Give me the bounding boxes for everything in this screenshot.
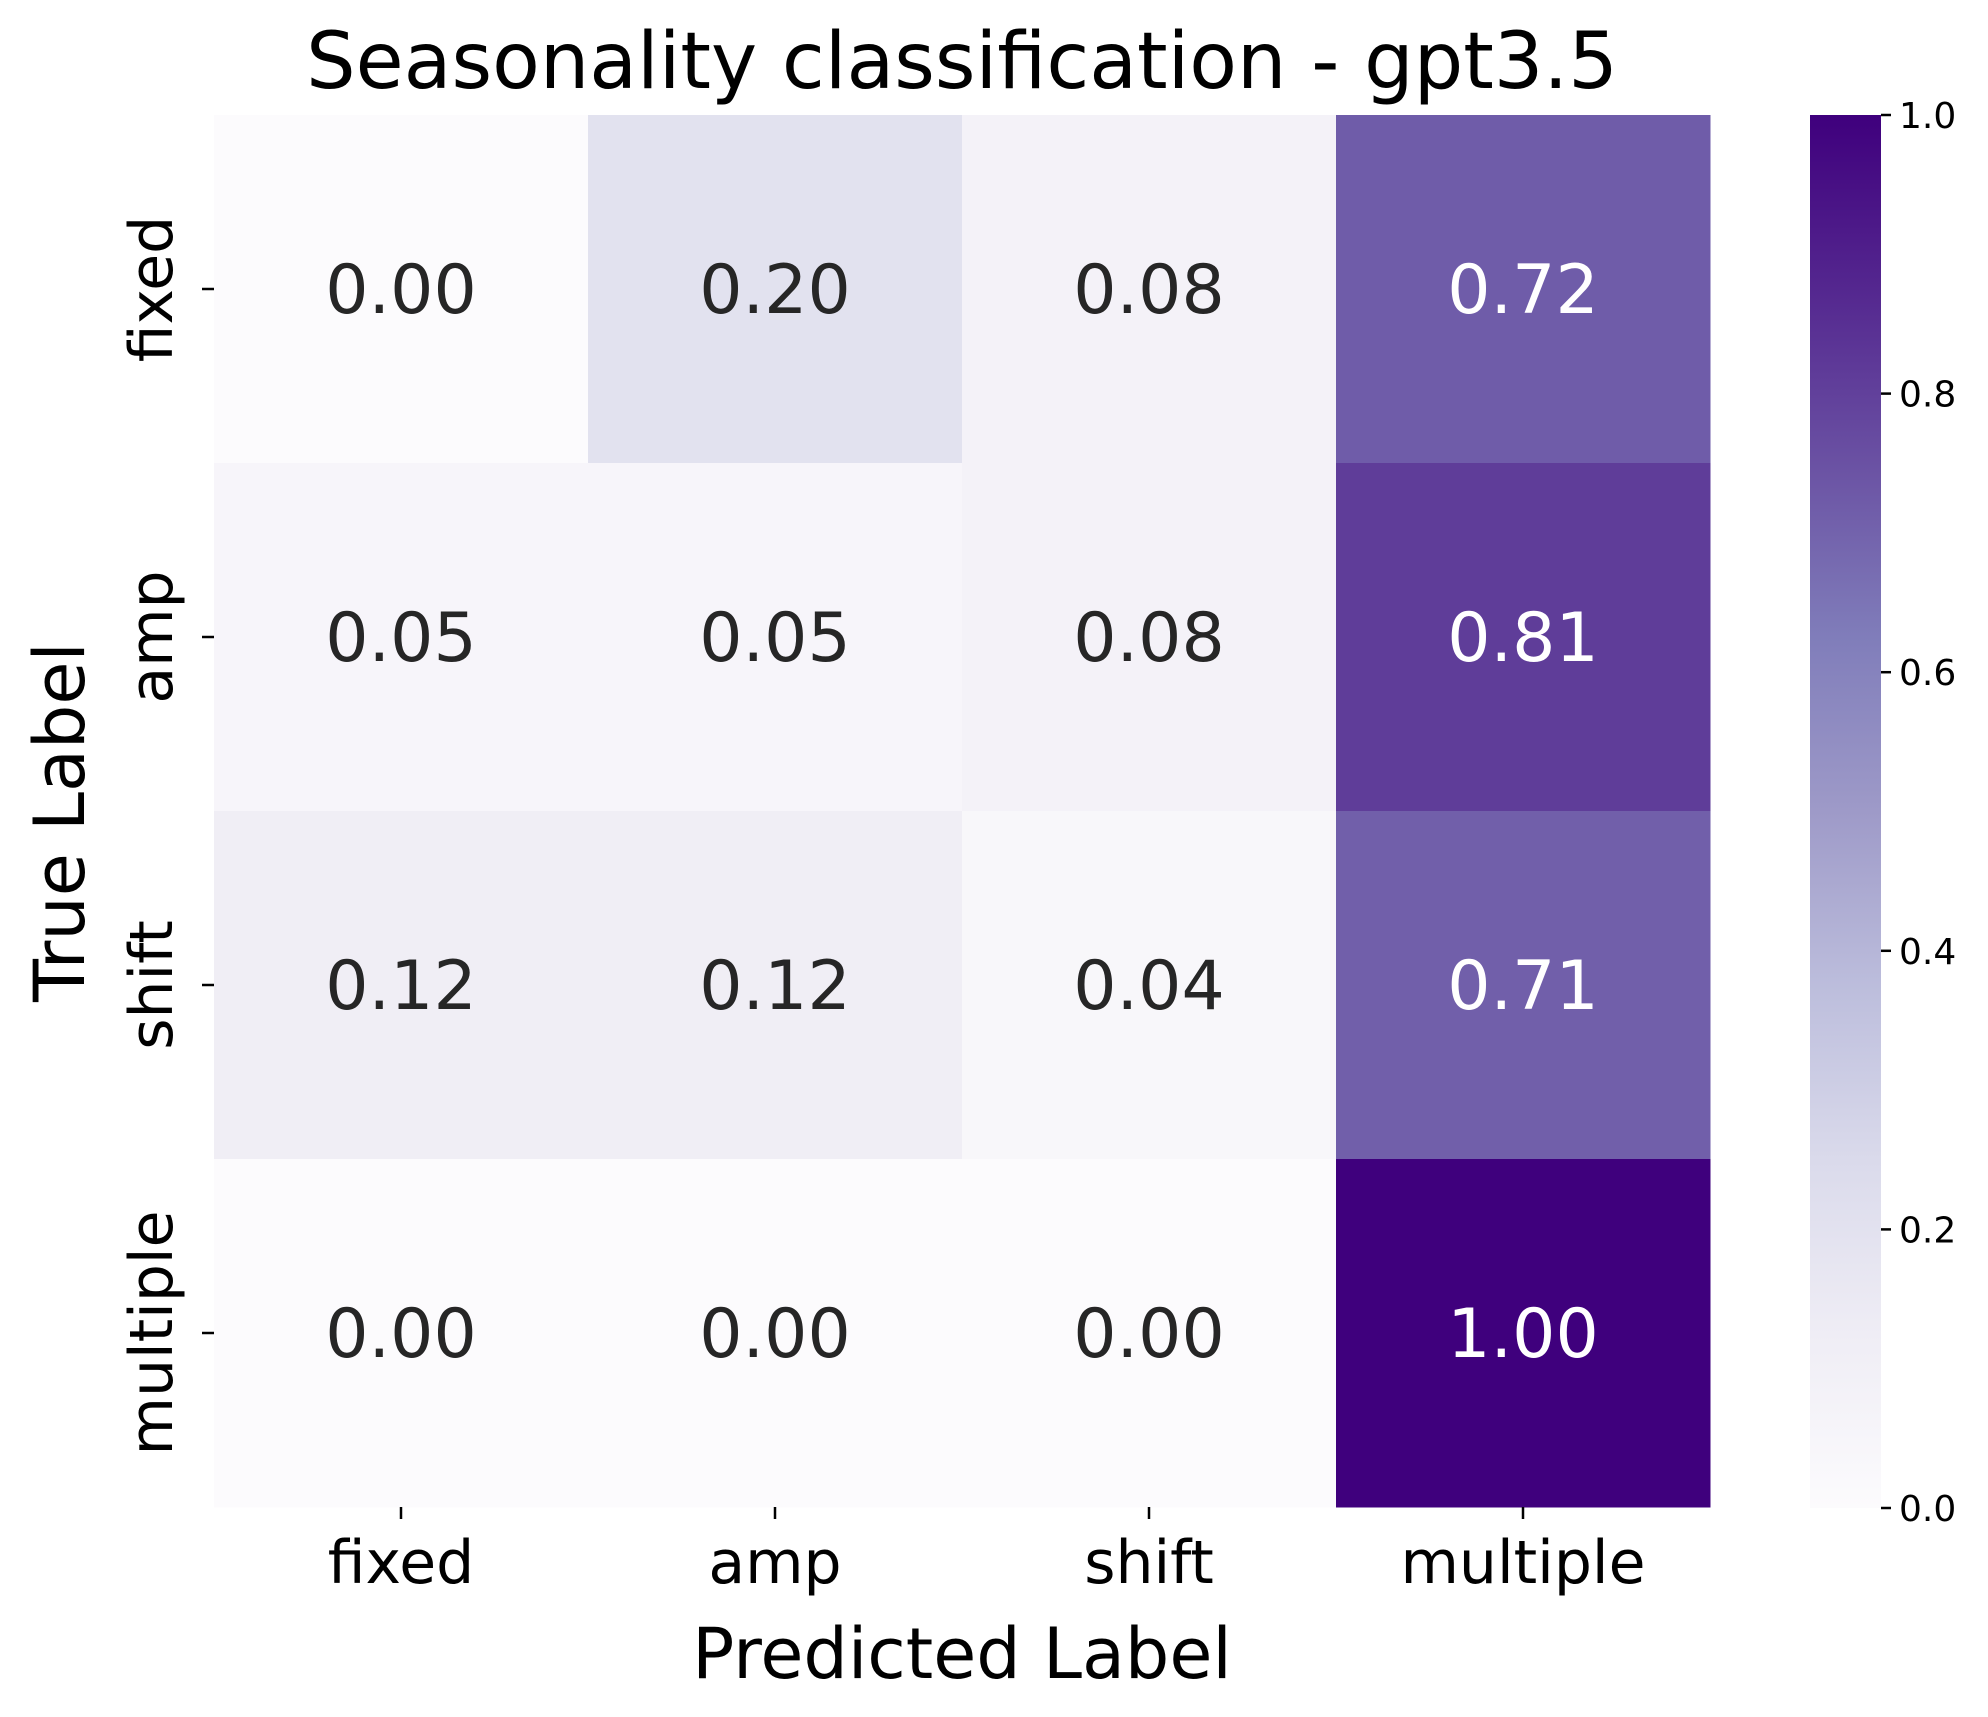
cell-value-label: 1.00 [1447,1295,1598,1374]
colorbar-ticks: 0.0 0.2 0.4 0.6 0.8 1.0 [1881,96,1956,1530]
heatmap-cell [1336,115,1711,464]
cell-value-label: 0.00 [325,1295,476,1374]
colorbar [1810,115,1881,1508]
heatmap-cell [962,1159,1337,1508]
cell-value-label: 0.72 [1447,251,1598,330]
heatmap-cell [962,811,1337,1160]
heatmap-cell [1336,1159,1711,1508]
cell-value-label: 0.12 [699,947,850,1026]
x-tick-label: shift [1084,1528,1214,1598]
heatmap-cell [214,463,589,812]
cell-value-label: 0.81 [1447,599,1598,678]
heatmap-cell [962,115,1337,464]
cell-value-label: 0.00 [325,251,476,330]
heatmap-cell [214,1159,589,1508]
heatmap-cell [588,463,963,812]
heatmap-cell [1336,811,1711,1160]
y-axis-label: True Label [19,642,101,1003]
cell-value-label: 0.00 [1073,1295,1224,1374]
x-tick-label: fixed [328,1528,474,1598]
y-tick-label: fixed [117,216,187,362]
x-axis: fixed amp shift multiple [328,1507,1646,1598]
colorbar-tick-label: 0.8 [1899,375,1956,416]
heatmap-cell [962,463,1337,812]
colorbar-tick-label: 0.6 [1899,653,1956,694]
cell-value-label: 0.05 [699,599,850,678]
heatmap-cell [588,115,963,464]
heatmap-cell [214,115,589,464]
y-axis: fixed amp shift multiple [117,216,214,1456]
y-tick-label: amp [117,570,187,703]
colorbar-tick-label: 1.0 [1899,96,1956,137]
heatmap-cell [1336,463,1711,812]
y-tick-label: shift [117,920,187,1050]
x-tick-label: multiple [1400,1528,1645,1598]
x-tick-label: amp [708,1528,841,1598]
cell-value-label: 0.05 [325,599,476,678]
cell-value-label: 0.08 [1073,251,1224,330]
colorbar-tick-label: 0.0 [1899,1489,1956,1530]
x-axis-label: Predicted Label [692,1613,1232,1695]
cell-value-label: 0.20 [699,251,850,330]
colorbar-tick-label: 0.2 [1899,1210,1956,1251]
colorbar-tick-label: 0.4 [1899,932,1956,973]
chart-title: Seasonality classification - gpt3.5 [306,17,1618,107]
heatmap-cell [588,1159,963,1508]
cell-value-label: 0.08 [1073,599,1224,678]
heatmap-cell [214,811,589,1160]
heatmap-cell-labels: 0.00 0.20 0.08 0.72 0.05 0.05 0.08 0.81 0.12 0.12… [325,251,1598,1374]
heatmap-cells [214,115,1711,1508]
cell-value-label: 0.00 [699,1295,850,1374]
cell-value-label: 0.04 [1073,947,1224,1026]
cell-value-label: 0.12 [325,947,476,1026]
heatmap-cell [588,811,963,1160]
y-tick-label: multiple [117,1210,187,1455]
cell-value-label: 0.71 [1447,947,1598,1026]
